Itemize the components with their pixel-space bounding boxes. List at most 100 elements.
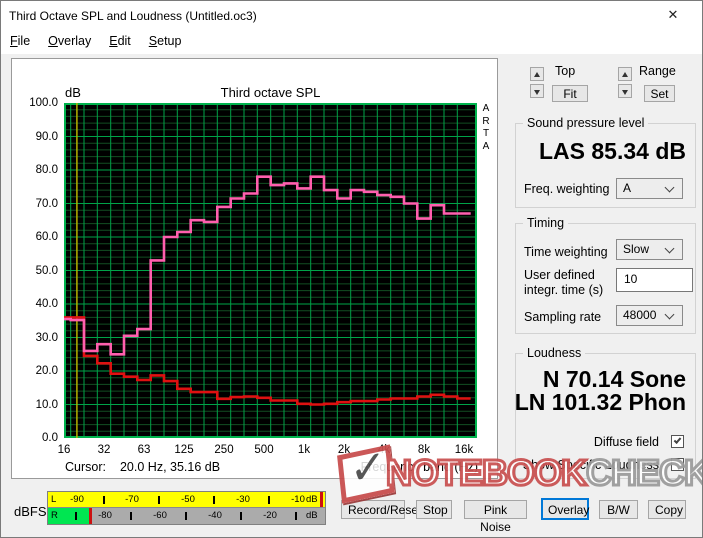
menu-item-edit[interactable]: Edit xyxy=(109,34,131,48)
meter-tick xyxy=(295,512,297,520)
bw-button[interactable]: B/W xyxy=(599,500,638,519)
chevron-down-icon xyxy=(664,309,675,320)
chevron-down-icon xyxy=(664,182,675,193)
stop-button[interactable]: Stop xyxy=(416,500,452,519)
spl-value: LAS 85.34 dB xyxy=(539,138,686,164)
integr-time-input[interactable]: 10 xyxy=(616,268,693,292)
x-axis-tick: 125 xyxy=(174,444,194,456)
x-axis-tick: 16k xyxy=(454,444,474,456)
set-button[interactable]: Set xyxy=(644,85,675,102)
integr-time-label-line2: integr. time (s) xyxy=(524,283,604,297)
time-weighting-label: Time weighting xyxy=(524,245,608,259)
arrow-down-icon xyxy=(534,90,540,95)
arrow-up-icon xyxy=(622,72,628,77)
right-level-fill xyxy=(48,508,89,524)
top-spin-up-button[interactable] xyxy=(530,67,544,81)
meter-scale-label: -20 xyxy=(263,510,277,521)
freq-weighting-select[interactable]: A xyxy=(616,178,683,199)
left-peak-indicator xyxy=(320,492,323,507)
arrow-down-icon xyxy=(622,90,628,95)
menu-item-overlay[interactable]: Overlay xyxy=(48,34,92,48)
y-axis-tick: 90.0 xyxy=(35,130,58,143)
y-axis-tick: 30.0 xyxy=(35,331,58,344)
diffuse-field-checkbox[interactable] xyxy=(671,435,684,448)
x-axis-tick: 63 xyxy=(137,444,151,456)
level-meter-left: L -90 -70 -50 -30 -10 dB xyxy=(48,492,325,508)
sone-value: N 70.14 Sone xyxy=(542,366,686,392)
spl-group: Sound pressure level LAS 85.34 dB Freq. … xyxy=(515,116,696,208)
x-axis-tick: 4k xyxy=(377,444,391,456)
pink-noise-button[interactable]: Pink Noise xyxy=(464,500,527,534)
y-axis-tick: 80.0 xyxy=(35,164,58,176)
phon-value: LN 101.32 Phon xyxy=(514,389,686,415)
y-axis-tick: 10.0 xyxy=(35,398,58,411)
fit-button[interactable]: Fit xyxy=(552,85,588,102)
meter-tick xyxy=(130,512,132,520)
meter-tick xyxy=(158,496,160,504)
meter-tick xyxy=(103,496,105,504)
level-meter: L -90 -70 -50 -30 -10 dB R -80 -60 -40 -20 dB xyxy=(47,491,326,525)
meter-tick xyxy=(268,496,270,504)
x-axis-tick: 16 xyxy=(57,444,71,456)
cursor-value: 20.0 Hz, 35.16 dB xyxy=(119,460,221,474)
meter-scale-label: -80 xyxy=(98,510,112,521)
top-spin-down-button[interactable] xyxy=(530,84,544,98)
y-axis-tick: 40.0 xyxy=(35,298,58,310)
copy-button[interactable]: Copy xyxy=(648,500,686,519)
title-bar: Third Octave SPL and Loudness (Untitled.… xyxy=(1,1,702,30)
x-axis-tick: 32 xyxy=(97,444,111,456)
meter-scale-label: -40 xyxy=(208,510,222,521)
meter-scale-label: dB xyxy=(306,510,318,521)
record-reset-button[interactable]: Record/Reset xyxy=(341,500,421,519)
arrow-up-icon xyxy=(534,72,540,77)
window-title: Third Octave SPL and Loudness (Untitled.… xyxy=(9,9,257,23)
time-weighting-value: Slow xyxy=(623,242,650,256)
y-axis-tick: 0.0 xyxy=(42,432,58,444)
freq-weighting-label: Freq. weighting xyxy=(524,182,610,196)
range-spin-up-button[interactable] xyxy=(618,67,632,81)
diffuse-field-label: Diffuse field xyxy=(593,435,659,449)
meter-tick xyxy=(213,496,215,504)
x-axis-label: Frequency band (Hz) xyxy=(360,460,478,474)
meter-tick xyxy=(75,512,77,520)
meter-scale-label: -50 xyxy=(181,494,195,505)
x-axis-tick: 250 xyxy=(214,444,234,456)
overlay-button[interactable]: Overlay xyxy=(541,498,589,520)
meter-tick xyxy=(185,512,187,520)
level-meter-right: R -80 -60 -40 -20 dB xyxy=(48,508,325,524)
show-specific-loudness-label: Show Specific Loudness xyxy=(522,458,659,472)
show-specific-loudness-checkbox[interactable] xyxy=(671,458,684,471)
x-axis-tick: 1k xyxy=(297,444,311,456)
meter-tick xyxy=(240,512,242,520)
x-axis-tick: 500 xyxy=(254,444,274,456)
sampling-rate-value: 48000 xyxy=(623,308,657,322)
range-spin-down-button[interactable] xyxy=(618,84,632,98)
spl-plot[interactable] xyxy=(64,103,477,438)
y-unit-label: dB xyxy=(65,85,81,100)
timing-group: Timing Time weighting Slow User defined … xyxy=(515,216,696,334)
integr-time-label-line1: User defined xyxy=(524,268,595,282)
x-axis-tick: 8k xyxy=(417,444,431,456)
cursor-readout: Cursor: 20.0 Hz, 35.16 dB xyxy=(65,460,220,474)
freq-weighting-value: A xyxy=(623,181,632,195)
meter-scale-label: -30 xyxy=(236,494,250,505)
meter-scale-label: -90 xyxy=(70,494,84,505)
close-icon[interactable]: ✕ xyxy=(667,7,679,22)
chart-title: Third octave SPL xyxy=(220,85,321,100)
top-spinner xyxy=(530,67,544,101)
top-label: Top xyxy=(555,64,576,78)
cursor-label: Cursor: xyxy=(65,460,106,474)
loudness-group-label: Loudness xyxy=(523,346,586,360)
left-level-fill xyxy=(48,492,325,507)
time-weighting-select[interactable]: Slow xyxy=(616,239,683,260)
menu-item-file[interactable]: File xyxy=(10,34,31,48)
x-axis-tick: 2k xyxy=(337,444,351,456)
sampling-rate-label: Sampling rate xyxy=(524,310,602,324)
menu-item-setup[interactable]: Setup xyxy=(148,34,182,48)
sampling-rate-select[interactable]: 48000 xyxy=(616,305,683,326)
y-axis-tick: 60.0 xyxy=(35,231,58,243)
y-axis-tick: 100.0 xyxy=(29,97,58,109)
